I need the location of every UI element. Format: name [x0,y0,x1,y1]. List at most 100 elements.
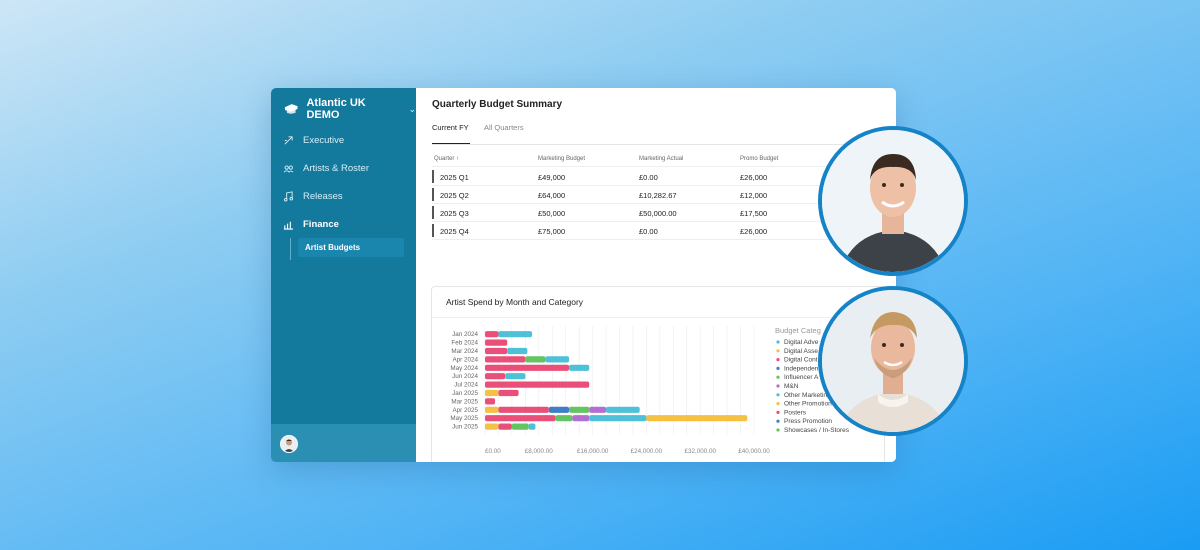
x-tick-label: £32,000.00 [684,448,716,455]
column-header-marketing-actual[interactable]: Marketing Actual [639,156,684,162]
bar-segment [525,356,546,363]
sidebar-item-artists-roster[interactable]: Artists & Roster [283,163,369,174]
tab-all-quarters[interactable]: All Quarters [484,123,524,132]
active-tab-indicator [432,143,470,145]
row-divider [432,185,896,186]
bar-segment [485,398,496,405]
x-tick-label: £40,000.00 [738,448,770,455]
bar-segment [485,423,499,430]
x-tick-label: £24,000.00 [631,448,663,455]
bar-segment [498,423,512,430]
bar-segment [569,406,590,413]
legend-item: Digital Asse [784,348,818,355]
legend-item: Showcases / In-Stores [784,427,850,434]
tab-current-fy[interactable]: Current FY [432,123,469,132]
bar-segment [511,423,529,430]
tabs-divider [432,144,896,145]
bar-segment [498,331,533,338]
column-header-quarter[interactable]: Quarter ↑ [434,156,460,162]
bar-segment [485,347,508,355]
sidebar-item-label: Finance [303,219,339,230]
bar-segment [528,423,536,430]
legend-swatch [776,428,780,432]
row-indicator [432,206,434,219]
chart-divider [432,317,884,318]
table-cell: £0.00 [639,173,658,182]
user-avatar[interactable] [280,435,298,453]
table-cell: £17,500 [740,209,768,218]
bar-segment [507,347,528,355]
bar-segment [485,389,499,397]
legend-swatch [776,419,780,423]
bar-segment [485,415,556,422]
bar-segment [498,406,549,413]
row-divider [432,239,896,240]
column-header-promo-budget[interactable]: Promo Budget [740,156,779,162]
legend-item: Other Promotion [784,401,832,408]
sidebar-item-label: Artists & Roster [303,163,369,174]
table-cell: £0.00 [639,227,658,236]
column-header-marketing-budget[interactable]: Marketing Budget [538,156,586,162]
chevron-down-icon: ⌄ [408,103,416,114]
legend-item: Posters [784,409,807,416]
legend-swatch [776,349,780,353]
table-header-divider [432,166,896,167]
table-cell: £26,000 [740,227,768,236]
table-cell: £10,282.67 [639,191,677,200]
legend-swatch [776,402,780,406]
table-cell: £12,000 [740,191,768,200]
table-cell: £64,000 [538,191,566,200]
legend-item: Other Marketing [784,392,831,399]
x-tick-label: £8,000.00 [525,448,554,455]
bar-segment [548,406,570,413]
bar-segment [545,356,570,363]
legend-swatch [776,410,780,414]
table-cell: £50,000.00 [639,209,677,218]
bar-segment [485,356,526,363]
x-tick-label: £16,000.00 [577,448,609,455]
sidebar-item-finance[interactable]: Finance [283,219,339,230]
workspace-switcher[interactable]: Atlantic UK DEMO ⌄ [284,97,416,121]
bar-segment [589,415,647,422]
brand-logo-icon [284,104,298,114]
category-label: Apr 2025 [452,407,478,414]
row-indicator [432,224,434,237]
music-icon [284,191,293,202]
sidebar-item-releases[interactable]: Releases [283,191,343,202]
chart-title: Artist Spend by Month and Category [446,297,584,307]
legend-item: Press Promotion [784,418,832,425]
category-label: Mar 2025 [451,398,478,405]
bar-segment [606,406,640,413]
category-label: May 2024 [450,365,478,372]
category-label: Jun 2025 [452,424,478,431]
legend-swatch [776,358,780,362]
legend-swatch [776,340,780,344]
bar-segment [485,381,590,388]
sidebar-item-executive[interactable]: Executive [283,135,344,146]
chart-icon [283,221,294,230]
bar-segment [485,331,499,338]
legend-item: Digital Cont [784,357,818,364]
bar-segment [485,406,499,413]
legend-swatch [776,366,780,370]
table-cell: 2025 Q4 [440,227,469,236]
category-label: Jan 2025 [452,390,478,397]
row-indicator [432,170,434,183]
roster-icon [283,165,294,173]
bar-segment [555,415,573,422]
legend-item: Influencer A [784,374,819,381]
legend-swatch [776,384,780,388]
page-title: Quarterly Budget Summary [432,99,563,110]
category-label: Jul 2024 [454,382,478,389]
legend-item: Independen [784,365,819,372]
workspace-name: Atlantic UK DEMO [306,97,366,121]
bar-segment [569,364,590,371]
category-label: Mar 2024 [451,348,478,355]
bar-segment [485,364,570,371]
table-cell: 2025 Q3 [440,209,469,218]
category-label: May 2025 [450,415,478,422]
row-divider [432,203,896,204]
sidebar-subitem-artist-budgets[interactable]: Artist Budgets [298,238,404,257]
legend-item: M&N [784,383,799,390]
